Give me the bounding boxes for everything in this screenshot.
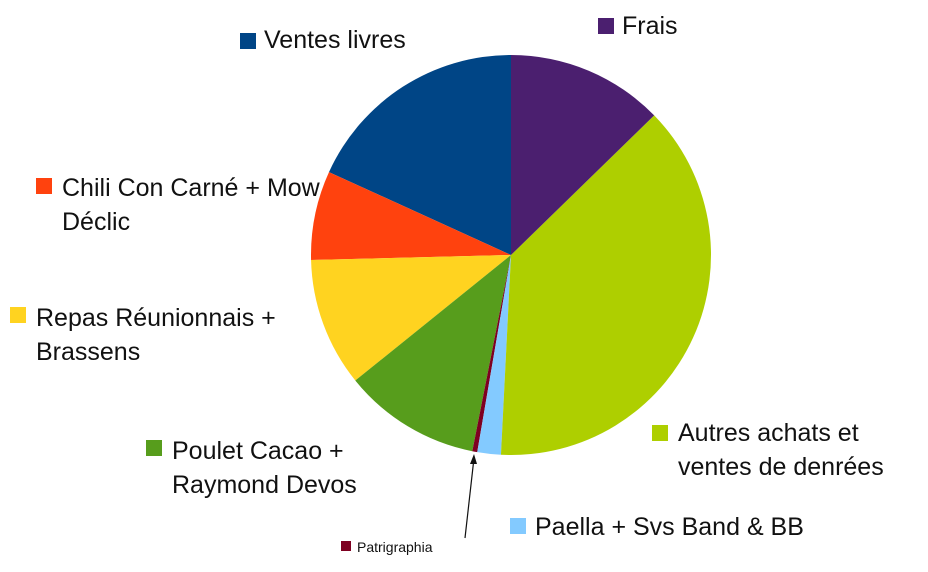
legend-label: Repas Réunionnais + Brassens bbox=[36, 304, 276, 366]
leader-line bbox=[464, 457, 475, 539]
legend-swatch bbox=[598, 18, 614, 34]
legend-label: Patrigraphia bbox=[357, 539, 433, 555]
legend-swatch bbox=[510, 518, 526, 534]
legend-swatch bbox=[341, 541, 351, 551]
legend-label: Paella + Svs Band & BB bbox=[535, 513, 804, 541]
pie-slice bbox=[355, 255, 511, 452]
pie-slice bbox=[511, 55, 655, 255]
legend-label: Poulet Cacao + Raymond Devos bbox=[172, 437, 357, 499]
leader-arrow bbox=[470, 454, 477, 464]
legend-label: Chili Con Carné + Mow Déclic bbox=[62, 174, 320, 236]
pie-slice bbox=[311, 255, 511, 381]
legend-swatch bbox=[146, 440, 162, 456]
pie-slice bbox=[328, 55, 511, 255]
legend-swatch bbox=[36, 178, 52, 194]
legend-swatch bbox=[240, 33, 256, 49]
legend-swatch bbox=[10, 307, 26, 323]
pie-slice bbox=[311, 172, 511, 261]
legend-label: Ventes livres bbox=[264, 26, 406, 54]
pie-slice bbox=[477, 255, 511, 455]
legend-label: Autres achats et ventes de denrées bbox=[678, 419, 884, 481]
pie-slice bbox=[500, 115, 711, 455]
legend-label: Frais bbox=[622, 12, 678, 40]
pie-slice bbox=[472, 255, 511, 453]
legend-swatch bbox=[652, 425, 668, 441]
